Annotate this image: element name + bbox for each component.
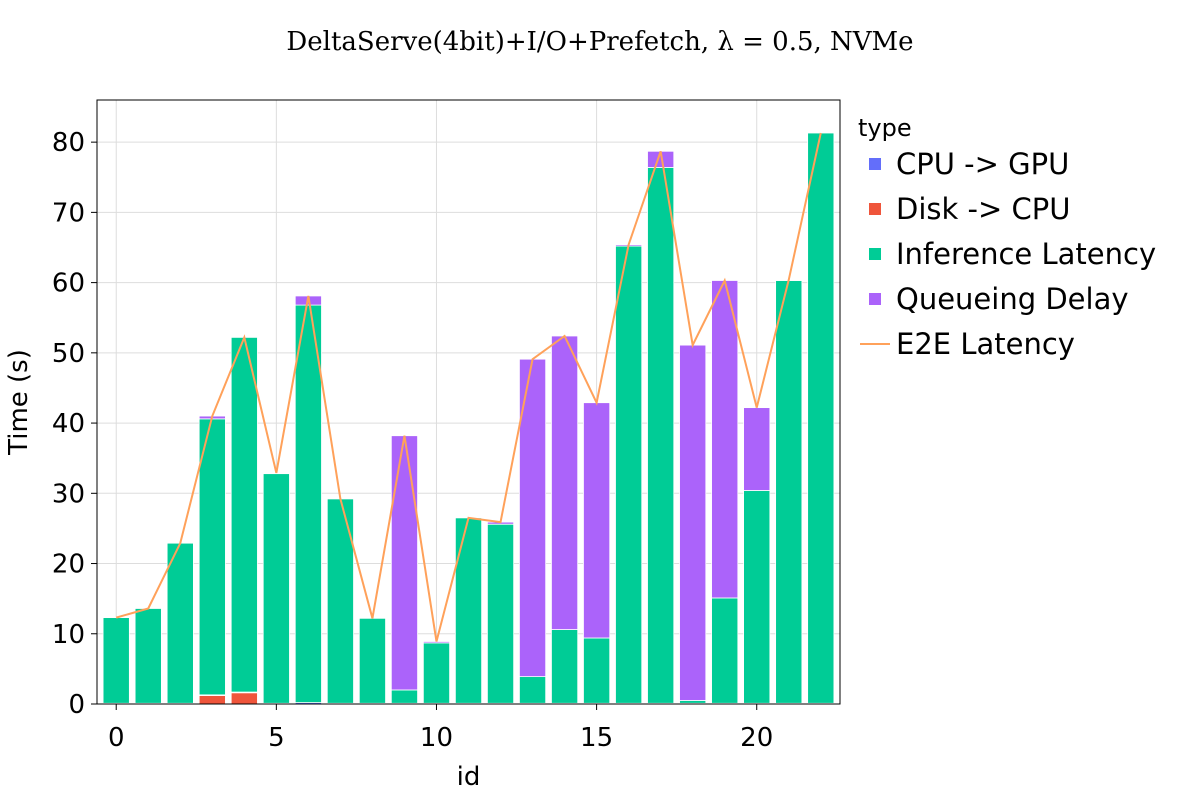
bar-segment-inference-latency-4 [230,336,258,693]
axis-ticks: 0 10 20 30 40 50 60 70 80 0 5 10 15 20 id Time (s) [4,128,773,792]
bar-segment-inference-latency-8 [358,617,386,704]
x-tick-label: 15 [580,723,613,753]
bar-segment-queueing-delay-19 [711,280,739,599]
e2e-line-layer [115,132,822,642]
y-tick-label: 80 [52,128,85,158]
bars [102,132,835,705]
y-tick-label: 40 [52,409,85,439]
legend-swatch [869,203,881,215]
legend-entry-label: E2E Latency [896,327,1075,361]
x-tick-label: 5 [268,723,285,753]
legend-entry-label: Disk -> CPU [896,192,1070,226]
bar-segment-inference-latency-17 [647,167,675,704]
y-tick-label: 0 [68,690,85,720]
x-tick-label: 0 [108,723,125,753]
x-axis-title: id [457,762,481,792]
plot-frame [96,99,841,705]
x-tick-label: 20 [740,723,773,753]
y-tick-label: 60 [52,269,85,299]
bar-segment-inference-latency-1 [134,608,162,704]
bar-segment-queueing-delay-13 [519,358,547,678]
bar-segment-inference-latency-11 [454,517,483,704]
bar-segment-inference-latency-12 [486,523,515,704]
y-tick-label: 30 [52,479,85,509]
legend-swatch [869,293,881,305]
bar-segment-inference-latency-10 [422,642,451,704]
bar-segment-inference-latency-13 [519,676,547,704]
legend-entry-label: Inference Latency [896,237,1156,271]
bar-segment-inference-latency-0 [102,617,130,704]
legend: type CPU -> GPU Disk -> CPU Inference Laten… [858,114,1156,361]
legend-swatch [869,158,881,170]
legend-swatch [869,248,881,260]
bar-segment-queueing-delay-15 [583,402,611,639]
legend-entry-label: Queueing Delay [896,282,1129,316]
e2e-latency-line [115,132,822,642]
bar-segment-queueing-delay-18 [679,344,707,701]
bar-segment-disk-cpu-3 [198,695,226,705]
bar-segment-inference-latency-9 [390,689,418,704]
y-tick-label: 20 [52,550,85,580]
legend-entry-label: CPU -> GPU [896,147,1069,181]
bar-segment-inference-latency-2 [166,542,194,704]
bar-segment-inference-latency-15 [583,637,611,704]
y-axis-title: Time (s) [4,349,34,456]
bar-segment-inference-latency-6 [294,304,322,703]
legend-title: type [858,114,912,142]
bar-segment-inference-latency-20 [743,490,771,704]
y-tick-label: 10 [52,620,85,650]
bar-segment-inference-latency-22 [807,132,835,704]
bar-segment-inference-latency-14 [551,629,579,704]
y-tick-label: 50 [52,339,85,369]
bar-segment-queueing-delay-20 [743,407,771,491]
bar-segment-disk-cpu-4 [230,692,258,705]
bar-segment-inference-latency-16 [615,245,643,704]
bar-segment-queueing-delay-9 [390,435,418,691]
bar-segment-inference-latency-3 [198,418,226,696]
bar-segment-inference-latency-19 [711,597,739,704]
bar-segment-queueing-delay-14 [551,335,579,630]
bar-segment-inference-latency-21 [775,280,803,704]
bar-segment-inference-latency-5 [262,473,290,704]
bar-segment-queueing-delay-10 [422,641,451,644]
chart-title: DeltaServe(4bit)+I/O+Prefetch, λ = 0.5, … [286,27,913,57]
x-tick-label: 10 [420,723,453,753]
y-tick-label: 70 [52,198,85,228]
bar-segment-inference-latency-18 [679,700,707,704]
